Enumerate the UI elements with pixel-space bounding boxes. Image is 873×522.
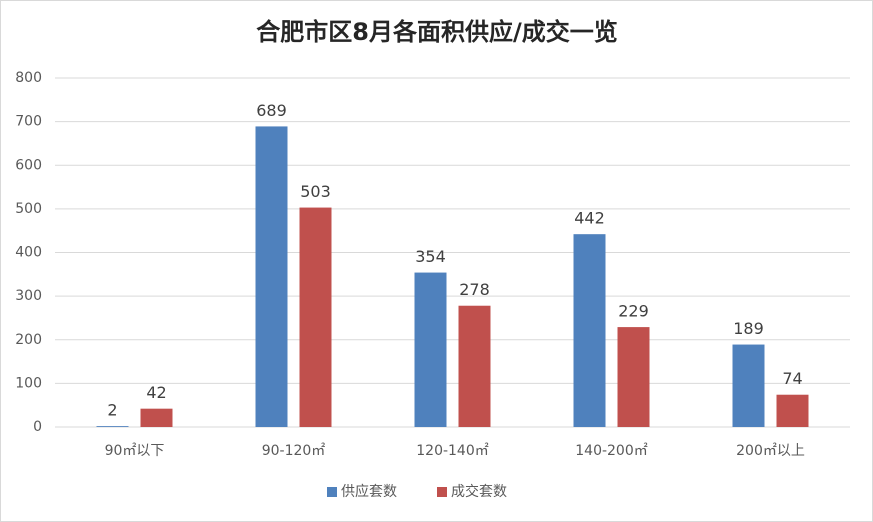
- bar: [776, 394, 809, 427]
- bar: [140, 408, 173, 427]
- y-tick-label: 700: [15, 114, 42, 130]
- value-label: 354: [415, 247, 446, 266]
- bar: [299, 207, 332, 427]
- legend-label: 成交套数: [451, 483, 507, 500]
- y-tick-label: 100: [15, 375, 42, 391]
- x-tick-label: 120-140㎡: [416, 443, 489, 459]
- value-label: 74: [782, 369, 802, 388]
- x-tick-label: 200㎡以上: [736, 443, 805, 459]
- bar: [617, 327, 650, 427]
- value-label: 42: [146, 383, 166, 402]
- chart-title: 合肥市区8月各面积供应/成交一览: [256, 18, 617, 46]
- x-tick-label: 140-200㎡: [575, 443, 648, 459]
- bar: [573, 234, 606, 427]
- y-tick-label: 600: [15, 157, 42, 173]
- value-label: 503: [300, 182, 331, 201]
- value-label: 2: [107, 401, 117, 420]
- value-label: 278: [459, 280, 490, 299]
- bar: [255, 126, 288, 427]
- value-label: 229: [618, 302, 649, 321]
- x-tick-label: 90-120㎡: [262, 443, 326, 459]
- bar: [732, 344, 765, 427]
- value-label: 689: [256, 101, 287, 120]
- y-tick-label: 500: [15, 201, 42, 217]
- legend-swatch: [327, 487, 337, 497]
- y-tick-label: 400: [15, 245, 42, 261]
- bar: [414, 272, 447, 427]
- x-tick-label: 90㎡以下: [105, 443, 165, 459]
- y-tick-label: 200: [15, 332, 42, 348]
- value-label: 189: [733, 319, 764, 338]
- y-tick-label: 300: [15, 288, 42, 304]
- bar: [458, 305, 491, 427]
- value-label: 442: [574, 209, 605, 228]
- y-tick-label: 0: [33, 419, 42, 435]
- y-tick-label: 800: [15, 70, 42, 86]
- legend-swatch: [437, 487, 447, 497]
- legend-label: 供应套数: [341, 483, 397, 500]
- bar: [96, 426, 129, 427]
